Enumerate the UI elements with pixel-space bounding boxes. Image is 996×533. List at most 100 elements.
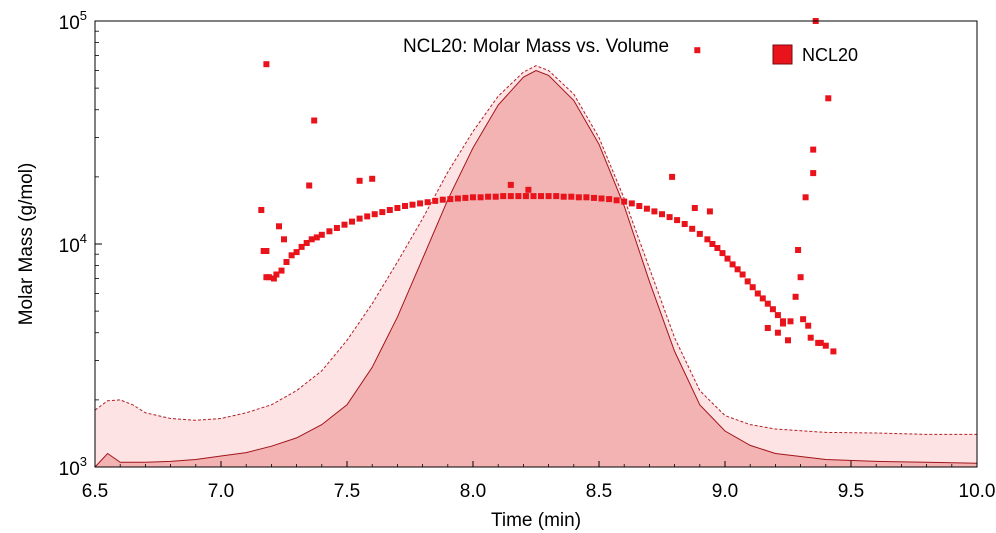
data-point <box>825 95 832 102</box>
data-point <box>754 290 761 297</box>
data-point <box>276 223 282 230</box>
data-point <box>817 339 824 346</box>
data-point <box>545 193 552 200</box>
data-point <box>454 195 461 202</box>
data-point <box>447 196 454 203</box>
data-point <box>792 293 799 300</box>
x-axis-title: Time (min) <box>491 510 581 531</box>
data-point <box>822 342 829 349</box>
y-tick-label: 105 <box>59 8 87 34</box>
data-point <box>432 197 439 204</box>
data-point <box>795 247 802 253</box>
x-tick-label: 8.5 <box>586 481 612 502</box>
data-point <box>341 221 348 228</box>
data-point <box>288 252 295 259</box>
data-point <box>669 173 676 180</box>
data-point <box>278 267 285 274</box>
data-point <box>500 193 507 200</box>
x-tick-label: 8.0 <box>460 481 486 502</box>
data-point <box>729 261 736 268</box>
x-tick-label: 7.0 <box>208 481 234 502</box>
data-point <box>739 271 746 278</box>
data-point <box>283 259 290 265</box>
data-point <box>462 194 469 201</box>
data-point <box>522 193 529 200</box>
data-point <box>293 249 300 256</box>
data-point <box>258 207 265 213</box>
data-point <box>492 193 499 200</box>
data-point <box>583 194 590 201</box>
data-point <box>797 274 804 281</box>
data-point <box>769 306 776 313</box>
data-point <box>774 329 781 336</box>
data-point <box>386 207 393 213</box>
data-point <box>744 278 751 285</box>
x-tick-label: 7.5 <box>334 481 360 502</box>
data-point <box>696 230 703 237</box>
data-point <box>364 213 371 220</box>
data-point <box>538 193 544 200</box>
data-point <box>477 194 484 201</box>
data-point <box>273 271 280 278</box>
data-point <box>628 200 635 207</box>
data-point <box>507 193 514 200</box>
data-point <box>313 234 320 241</box>
data-point <box>439 196 446 203</box>
legend-label: NCL20 <box>802 45 858 65</box>
data-point <box>417 200 424 207</box>
data-point <box>800 316 807 323</box>
y-axis: 103 104 105 <box>59 8 102 480</box>
data-point <box>606 196 613 203</box>
data-point <box>714 245 721 251</box>
legend: NCL20 <box>772 44 858 65</box>
x-tick-label: 9.5 <box>838 481 864 502</box>
y-tick-label: 104 <box>59 231 87 257</box>
data-point <box>651 208 658 215</box>
data-point <box>659 211 665 218</box>
data-point <box>759 295 766 302</box>
data-point <box>780 320 786 327</box>
data-point <box>281 236 287 243</box>
data-point <box>691 205 698 211</box>
data-point <box>681 221 688 227</box>
data-point <box>306 182 313 189</box>
data-point <box>402 203 408 209</box>
x-tick-label: 9.0 <box>712 481 738 502</box>
data-point <box>349 218 355 225</box>
data-point <box>830 348 837 355</box>
data-point <box>394 205 401 211</box>
data-point <box>724 255 731 262</box>
data-point <box>643 205 650 212</box>
data-point <box>734 266 741 273</box>
data-point <box>666 214 673 221</box>
data-point <box>424 199 431 206</box>
data-point <box>764 325 771 331</box>
detector-trace-line <box>94 69 978 468</box>
data-point <box>636 203 643 209</box>
x-axis: 6.5 7.0 7.5 8.0 8.5 9.0 9.5 10.0 <box>82 461 996 502</box>
data-point <box>591 194 597 201</box>
data-point <box>749 284 756 291</box>
data-point <box>318 231 325 238</box>
data-point <box>308 236 315 243</box>
data-point <box>774 312 781 319</box>
data-point <box>706 208 713 215</box>
data-point <box>409 201 416 208</box>
data-point <box>326 228 333 235</box>
data-point <box>507 181 514 188</box>
y-tick-label: 103 <box>59 454 87 480</box>
data-point <box>764 300 771 307</box>
ri-trace-line <box>94 65 977 435</box>
data-point <box>515 193 522 200</box>
y-axis-title: Molar Mass (g/mol) <box>16 163 37 326</box>
data-point <box>260 248 267 254</box>
data-point <box>575 194 582 201</box>
legend-swatch <box>772 44 793 65</box>
data-point <box>704 236 711 243</box>
data-point <box>356 215 363 222</box>
detector-trace-area <box>95 70 977 467</box>
data-point <box>298 243 305 250</box>
data-point <box>553 193 560 200</box>
x-tick-label: 10.0 <box>959 481 996 502</box>
